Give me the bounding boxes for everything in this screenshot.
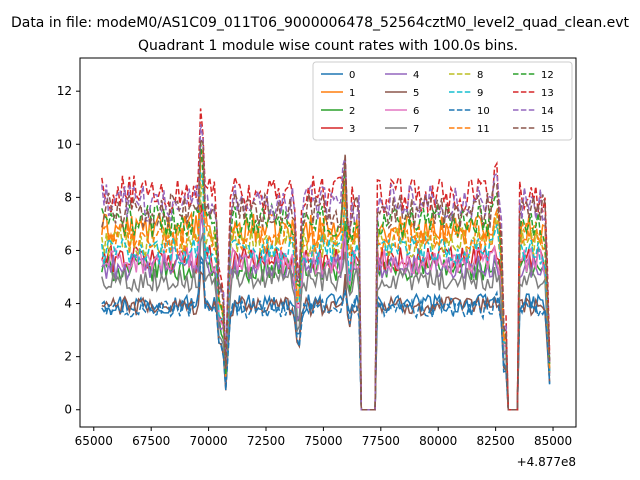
y-tick-label: 12 (57, 84, 72, 98)
x-tick-label: 67500 (132, 434, 170, 448)
legend-label-5: 5 (413, 88, 419, 99)
x-tick-label: 75000 (304, 434, 342, 448)
legend-label-0: 0 (349, 70, 355, 81)
series-line-7 (101, 232, 551, 411)
series-line-12 (101, 141, 551, 411)
legend-label-15: 15 (541, 124, 554, 135)
legend-label-13: 13 (541, 88, 554, 99)
legend-label-7: 7 (413, 124, 419, 135)
series-line-5 (101, 269, 551, 411)
y-tick-label: 4 (64, 297, 72, 311)
x-tick-label: 70000 (189, 434, 227, 448)
legend-label-6: 6 (413, 106, 419, 117)
x-tick-label: 72500 (247, 434, 285, 448)
y-tick-label: 2 (64, 350, 72, 364)
legend-label-8: 8 (477, 70, 483, 81)
x-tick-label: 85000 (534, 434, 572, 448)
series-line-11 (101, 155, 551, 411)
series-line-14 (101, 123, 551, 411)
legend-label-2: 2 (349, 106, 355, 117)
axes-frame (79, 57, 577, 428)
series-line-6 (101, 209, 551, 411)
x-tick-label: 82500 (477, 434, 515, 448)
y-tick-label: 10 (57, 137, 72, 151)
series-line-9 (101, 172, 551, 411)
legend-label-14: 14 (541, 106, 554, 117)
series-line-15 (101, 137, 551, 411)
legend-label-3: 3 (349, 124, 355, 135)
x-tick-label: 65000 (75, 434, 113, 448)
legend-label-10: 10 (477, 106, 490, 117)
series-layer (101, 108, 551, 411)
chart-title: Quadrant 1 module wise count rates with … (138, 38, 518, 54)
x-tick-label: 77500 (362, 434, 400, 448)
legend-box (312, 61, 573, 141)
legend-label-1: 1 (349, 88, 355, 99)
y-tick-label: 6 (64, 243, 72, 257)
plot-area: 65000 67500 70000 72500 75000 77500 80000 82500… (57, 57, 577, 469)
legend-label-9: 9 (477, 88, 483, 99)
x-axis-offset-label: +4.877e8 (517, 455, 576, 469)
y-tick-label: 0 (64, 403, 72, 417)
y-axis: 0 2 4 6 8 10 12 (57, 84, 80, 417)
y-tick-label: 8 (64, 190, 72, 204)
x-axis: 65000 67500 70000 72500 75000 77500 80000 82500… (75, 427, 572, 448)
series-line-10 (101, 259, 551, 411)
legend-label-12: 12 (541, 70, 554, 81)
figure-suptitle: Data in file: modeM0/AS1C09_011T06_90000… (11, 15, 630, 31)
x-tick-label: 80000 (419, 434, 457, 448)
legend-label-4: 4 (413, 70, 419, 81)
legend-label-11: 11 (477, 124, 490, 135)
